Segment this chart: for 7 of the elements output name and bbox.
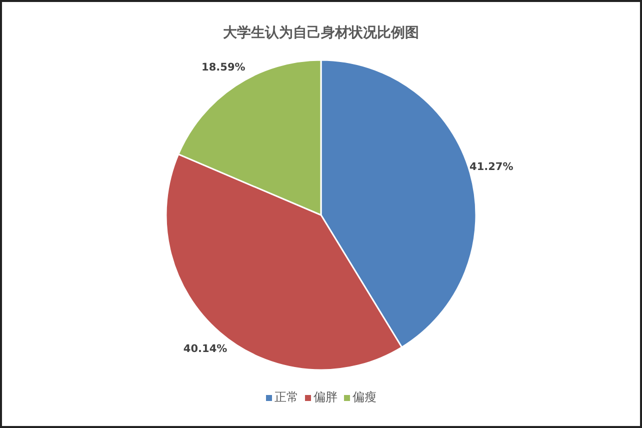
chart-title: 大学生认为自己身材状况比例图 [222, 24, 420, 42]
data-label: 41.27% [470, 161, 514, 174]
data-label: 18.59% [202, 61, 246, 74]
data-label: 40.14% [183, 342, 228, 355]
legend-label: 正常 [274, 389, 298, 406]
legend-label: 偏胖 [314, 389, 338, 406]
legend-label: 偏瘦 [352, 389, 376, 406]
